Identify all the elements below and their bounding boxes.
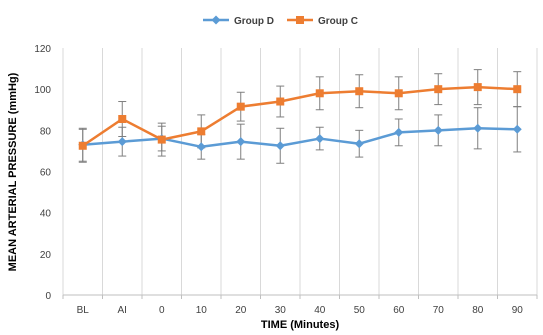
x-tick-label: 30 xyxy=(275,305,287,316)
legend-marker xyxy=(211,15,221,25)
data-point xyxy=(315,134,325,144)
legend-label: Group C xyxy=(318,16,358,27)
x-axis-title: TIME (Minutes) xyxy=(261,319,340,331)
y-tick-label: 120 xyxy=(34,44,51,55)
axes xyxy=(62,294,538,299)
x-tick-label: BL xyxy=(77,305,90,316)
series-lines xyxy=(82,85,518,149)
y-axis-title: MEAN ARTERIAL PRESSURE (mmHg) xyxy=(7,72,19,271)
y-tick-label: 0 xyxy=(45,291,51,302)
data-point xyxy=(394,127,404,137)
x-tick-label: 10 xyxy=(196,305,208,316)
y-tick-label: 20 xyxy=(40,250,52,261)
data-point xyxy=(236,137,246,147)
series-line-group-c xyxy=(82,85,518,147)
x-tick-label: 60 xyxy=(393,305,405,316)
data-point xyxy=(157,135,166,144)
data-point xyxy=(473,83,482,92)
data-point xyxy=(276,97,285,106)
legend-item: Group C xyxy=(287,16,358,27)
x-tick-label: 50 xyxy=(354,305,366,316)
data-point xyxy=(433,125,443,135)
legend: Group D Group C xyxy=(203,15,358,27)
vertical-gridlines xyxy=(62,48,538,295)
x-tick-label: 0 xyxy=(159,305,165,316)
legend-marker xyxy=(296,16,304,24)
y-tick-label: 60 xyxy=(40,168,52,179)
series-line-group-d xyxy=(82,127,518,149)
data-point xyxy=(275,141,285,151)
data-point xyxy=(196,142,206,152)
data-point xyxy=(78,141,87,150)
x-tick-label: 80 xyxy=(472,305,484,316)
x-tick-label: 90 xyxy=(512,305,524,316)
data-point xyxy=(354,139,364,149)
data-point xyxy=(315,89,324,98)
series-markers xyxy=(78,83,522,152)
data-point xyxy=(355,87,364,96)
legend-label: Group D xyxy=(234,16,274,27)
data-point xyxy=(434,85,443,94)
data-point xyxy=(118,115,127,124)
data-point xyxy=(197,127,206,136)
data-point xyxy=(117,137,127,147)
data-point xyxy=(473,123,483,133)
x-tick-label: 40 xyxy=(314,305,326,316)
x-tick-label: AI xyxy=(118,305,127,316)
y-tick-label: 40 xyxy=(40,209,52,220)
data-point xyxy=(236,102,245,111)
x-tick-label: 70 xyxy=(433,305,445,316)
data-point xyxy=(394,89,403,98)
tick-labels: 0 20 40 60 80 100 120 BL AI 0 10 20 30 40 50 60 70 80 90 xyxy=(34,44,523,316)
legend-item: Group D xyxy=(203,15,274,27)
data-point xyxy=(512,124,522,134)
y-tick-label: 100 xyxy=(34,85,51,96)
y-tick-label: 80 xyxy=(40,126,52,137)
data-point xyxy=(513,85,522,94)
x-tick-label: 20 xyxy=(235,305,247,316)
